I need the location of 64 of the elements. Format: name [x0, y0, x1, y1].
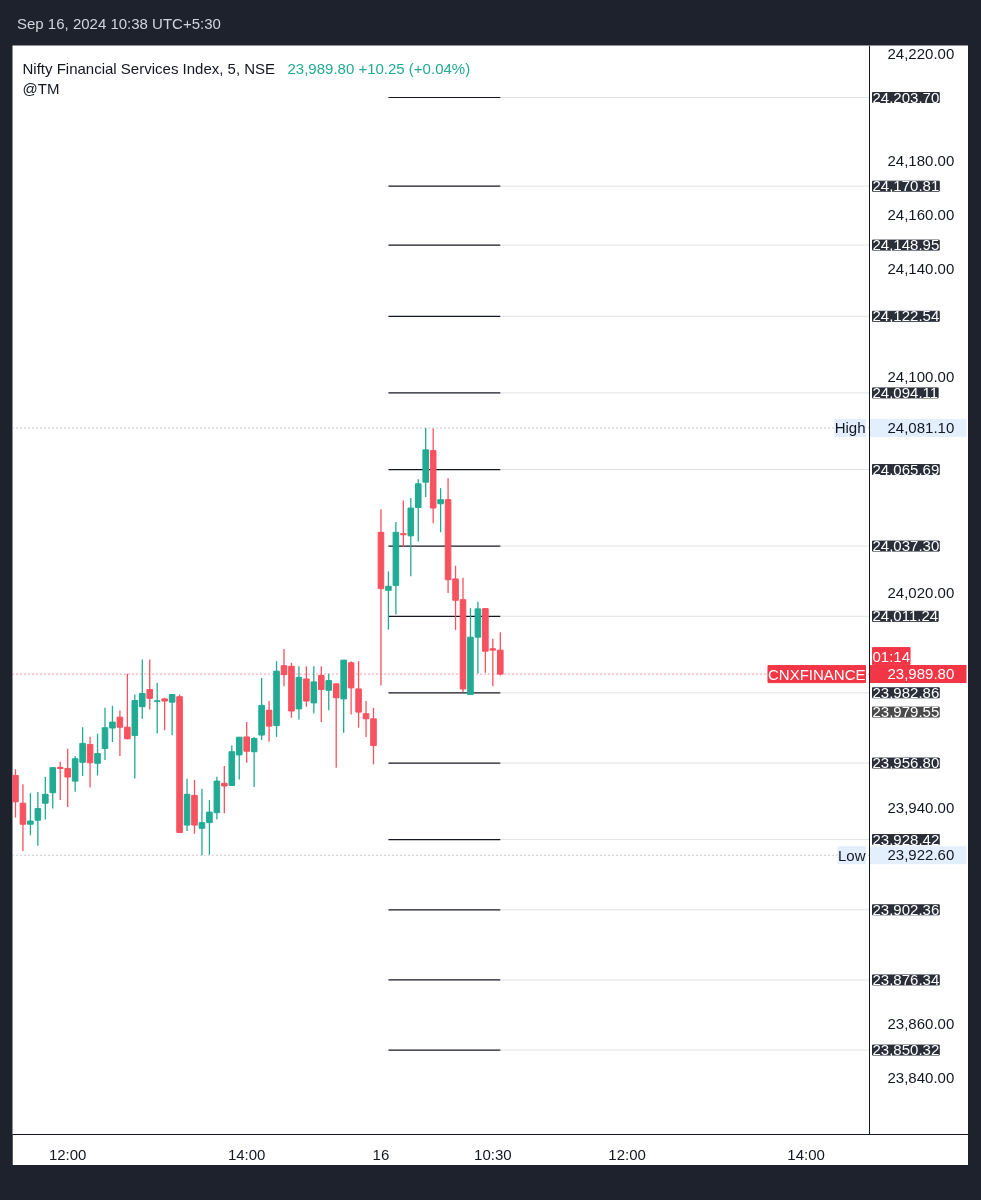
candlestick [42, 776, 49, 821]
ref-line-label: 24,037.30 [872, 537, 940, 555]
ref-line-label: 23,850.32 [872, 1041, 940, 1059]
candlestick [146, 658, 154, 711]
ref-line-label: 24,170.81 [872, 177, 940, 195]
x-tick-label: 14:00 [227, 1145, 266, 1163]
ref-line-label: 24,203.70 [872, 88, 940, 106]
candlestick [221, 765, 228, 814]
x-tick-label: 10:30 [474, 1145, 512, 1163]
y-tick-label: 24,140.00 [887, 260, 955, 278]
y-tick-label: 23,860.00 [887, 1014, 955, 1032]
text: Sep 16, 2024 10:38 UTC+5:30 [17, 14, 221, 34]
annotation: @TM [22, 79, 60, 97]
ref-line-label: High [834, 419, 866, 437]
candlestick [161, 697, 168, 731]
text: Nifty Financial Services Index, 5, NSE [22, 59, 276, 77]
text: 01:14 [872, 647, 911, 665]
candlestick [355, 660, 362, 729]
candlestick [332, 683, 340, 769]
ref-line-label: 23,956.80 [872, 754, 940, 772]
y-tick-label: 24,100.00 [887, 368, 955, 386]
candlestick [303, 665, 310, 708]
y-tick-label: 24,020.00 [887, 583, 955, 601]
ref-line-label: 24,122.54 [872, 307, 940, 325]
y-tick-label: 24,081.10 [887, 419, 955, 436]
candlestick [27, 792, 34, 836]
y-tick-label: 24,160.00 [887, 206, 955, 224]
ref-line-label: 23,902.36 [872, 900, 940, 918]
candlestick [385, 570, 392, 631]
text: 23,979.55 [872, 703, 940, 721]
y-tick-label: 23,989.80 [887, 665, 955, 683]
ref-line-label: 23,876.34 [872, 970, 940, 988]
x-tick-label: 12:00 [608, 1145, 646, 1163]
candlestick [317, 665, 325, 723]
candlestick [265, 700, 273, 743]
candlestick [250, 736, 258, 788]
y-tick-label: 23,940.00 [887, 799, 955, 817]
candlestick [437, 487, 444, 533]
candlestick [243, 721, 250, 764]
ref-line-label: Low [837, 846, 866, 864]
x-tick-label: 14:00 [787, 1145, 825, 1163]
candlestick [86, 735, 94, 789]
ref-line-label: 24,065.69 [872, 460, 940, 478]
ref-line-label: 24,094.11 [872, 383, 939, 401]
candlestick [153, 682, 161, 735]
ref-line-label: 24,148.95 [872, 236, 940, 254]
candlestick [94, 733, 101, 777]
y-tick-label: 24,180.00 [887, 152, 955, 170]
candlestick [19, 783, 27, 852]
candlestick [325, 673, 333, 711]
y-tick-label: 23,840.00 [887, 1068, 955, 1086]
candlestick [310, 665, 318, 715]
candlestick [34, 791, 42, 847]
ref-line-label: CNXFINANCE [767, 665, 866, 683]
ref-line-label: 23,928.42 [872, 830, 940, 848]
candlestick [168, 693, 176, 736]
ref-line-label: 23,982.86 [872, 683, 940, 701]
x-tick-label: 12:00 [48, 1145, 87, 1163]
y-tick-label: 23,922.60 [887, 846, 955, 864]
ref-line-label: 24,011.24 [872, 607, 939, 625]
x-tick-label: 16 [372, 1145, 390, 1163]
candlestick [400, 499, 407, 548]
y-tick-label: 24,220.00 [887, 44, 955, 62]
text: 23,989.80 +10.25 (+0.04%) [287, 59, 471, 77]
